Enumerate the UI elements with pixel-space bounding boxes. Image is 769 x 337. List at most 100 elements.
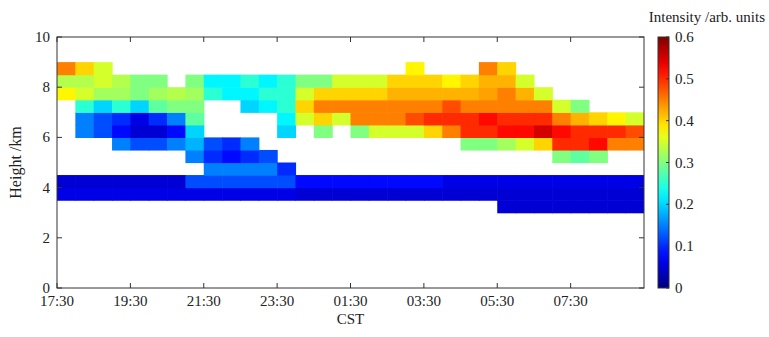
cell <box>369 125 388 138</box>
x-tick-label: 03:30 <box>407 293 441 309</box>
cell <box>626 112 644 125</box>
colorbar-tick <box>666 162 669 163</box>
x-tick <box>497 283 498 288</box>
x-tick <box>203 37 204 42</box>
y-tick <box>57 288 62 289</box>
cell <box>461 175 480 188</box>
cell <box>497 62 516 75</box>
cell <box>130 87 149 100</box>
cell <box>185 112 204 125</box>
cell <box>222 75 241 88</box>
cell <box>295 100 314 113</box>
cell <box>442 112 461 125</box>
cell <box>57 75 76 88</box>
colorbar-tick <box>666 246 669 247</box>
x-axis-title: CST <box>337 311 365 327</box>
cell <box>75 75 94 88</box>
cell <box>57 188 76 201</box>
cell <box>479 87 498 100</box>
y-tick <box>639 288 644 289</box>
cell <box>442 188 461 201</box>
cell <box>332 75 351 88</box>
cell <box>387 188 406 201</box>
cell <box>204 75 223 88</box>
cell <box>406 75 425 88</box>
cell <box>461 125 480 138</box>
cell <box>57 87 76 100</box>
cell <box>75 125 94 138</box>
cell <box>516 200 535 213</box>
cell <box>571 137 590 150</box>
cell <box>516 100 535 113</box>
cell <box>185 125 204 138</box>
cell <box>314 175 333 188</box>
y-tick <box>639 37 644 38</box>
cell <box>240 188 259 201</box>
cell <box>424 112 443 125</box>
cell <box>534 175 553 188</box>
cell <box>314 87 333 100</box>
cell <box>589 175 608 188</box>
cell <box>424 175 443 188</box>
cell <box>204 137 223 150</box>
cell <box>222 150 241 163</box>
cell <box>369 75 388 88</box>
cell <box>94 87 113 100</box>
cell <box>204 87 223 100</box>
cell <box>240 175 259 188</box>
cell <box>552 188 571 201</box>
cell <box>240 87 259 100</box>
cell <box>259 87 278 100</box>
cell <box>94 188 113 201</box>
cell <box>259 188 278 201</box>
cell <box>75 175 94 188</box>
cell <box>351 100 370 113</box>
cell <box>607 188 626 201</box>
cell <box>607 112 626 125</box>
x-tick <box>277 37 278 42</box>
cell <box>167 137 186 150</box>
cell <box>406 188 425 201</box>
cell <box>167 125 186 138</box>
cell <box>149 100 168 113</box>
cell <box>112 100 131 113</box>
cell <box>589 112 608 125</box>
cell <box>607 200 626 213</box>
cell <box>351 75 370 88</box>
cell <box>314 75 333 88</box>
cell <box>295 112 314 125</box>
cell <box>406 62 425 75</box>
y-tick <box>639 137 644 138</box>
cell <box>406 112 425 125</box>
cell <box>369 112 388 125</box>
cell <box>149 137 168 150</box>
y-tick <box>57 187 62 188</box>
cell <box>387 112 406 125</box>
y-tick <box>57 237 62 238</box>
cell <box>94 112 113 125</box>
y-tick <box>57 137 62 138</box>
y-tick <box>57 87 62 88</box>
x-tick-label: 21:30 <box>187 293 221 309</box>
y-tick <box>639 237 644 238</box>
cell <box>259 163 278 176</box>
cell <box>387 125 406 138</box>
cell <box>406 175 425 188</box>
cell <box>259 75 278 88</box>
cell <box>57 175 76 188</box>
x-tick <box>423 283 424 288</box>
cell <box>94 175 113 188</box>
cell <box>94 75 113 88</box>
cell <box>130 75 149 88</box>
colorbar-tick <box>666 120 669 121</box>
cell <box>387 175 406 188</box>
cell <box>75 62 94 75</box>
cell <box>516 175 535 188</box>
y-tick <box>639 187 644 188</box>
y-tick-label: 10 <box>35 29 50 45</box>
cell <box>167 188 186 201</box>
cell <box>479 75 498 88</box>
x-tick-label: 05:30 <box>480 293 514 309</box>
cell <box>552 175 571 188</box>
colorbar <box>658 37 669 288</box>
